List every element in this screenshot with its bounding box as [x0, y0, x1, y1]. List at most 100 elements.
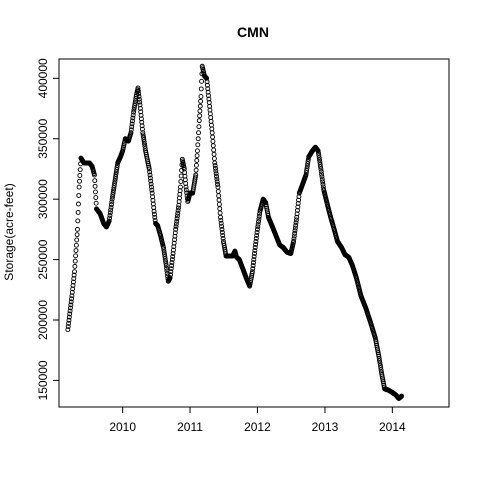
data-point [141, 137, 147, 142]
data-point [114, 167, 120, 173]
data-point [213, 168, 219, 174]
data-point [169, 263, 175, 269]
x-tick-label: 2014 [379, 420, 406, 434]
data-point [73, 242, 79, 248]
data-point [320, 181, 326, 187]
data-point [252, 251, 257, 256]
data-point [132, 100, 138, 106]
data-point [111, 183, 117, 189]
data-point [147, 172, 153, 178]
data-point [253, 235, 259, 241]
y-tick-label: 150000 [36, 360, 50, 400]
data-point [214, 176, 220, 182]
data-point [197, 103, 203, 109]
data-point [112, 180, 118, 186]
data-point [194, 158, 200, 163]
data-point [316, 152, 322, 158]
data-point [204, 79, 210, 85]
data-point [198, 86, 204, 92]
data-point [113, 171, 119, 177]
data-point [296, 194, 302, 200]
data-point [293, 217, 299, 223]
data-point [107, 213, 113, 218]
data-point [173, 224, 179, 230]
data-point [169, 260, 175, 266]
data-point [132, 98, 138, 104]
data-point [130, 115, 136, 121]
data-point [317, 159, 323, 165]
data-point [93, 200, 99, 206]
data-point [378, 367, 384, 373]
data-point [174, 218, 180, 224]
data-point [215, 184, 221, 190]
data-point [148, 178, 154, 184]
data-point [250, 266, 256, 272]
data-point [211, 147, 217, 153]
y-tick-label: 300000 [36, 179, 50, 219]
data-point [204, 75, 210, 81]
data-point [106, 218, 112, 224]
data-point [72, 269, 77, 275]
data-point [92, 189, 98, 195]
data-point [139, 119, 145, 125]
data-point [219, 223, 225, 229]
data-point [66, 314, 72, 320]
data-point [193, 162, 199, 168]
data-point [130, 112, 136, 118]
data-point [110, 192, 116, 198]
data-point [137, 99, 143, 105]
data-point [291, 233, 297, 239]
data-point [210, 143, 216, 149]
data-point [74, 237, 80, 243]
data-point [92, 178, 98, 184]
data-point [114, 164, 120, 170]
data-point [210, 134, 216, 140]
data-point [316, 155, 322, 161]
data-point [162, 254, 168, 260]
data-point [74, 232, 80, 238]
data-point [318, 166, 324, 172]
data-point [70, 286, 76, 292]
data-point [377, 362, 383, 368]
data-point [292, 225, 298, 231]
data-point [303, 170, 309, 176]
data-point [67, 305, 73, 311]
data-point [220, 235, 226, 241]
data-point [131, 109, 137, 115]
data-point [183, 184, 189, 190]
data-point [137, 105, 143, 111]
data-point [113, 174, 119, 179]
data-point [149, 184, 154, 190]
data-point [296, 197, 302, 203]
data-point [211, 151, 217, 157]
data-point [76, 184, 82, 190]
data-point [132, 102, 138, 108]
data-point [70, 279, 76, 285]
data-point [173, 226, 179, 232]
data-point [65, 324, 71, 329]
data-point [316, 150, 321, 156]
data-point [253, 239, 259, 244]
data-point [220, 232, 226, 238]
data-point [250, 263, 256, 269]
data-point [140, 132, 146, 138]
data-point [183, 187, 189, 193]
data-point [295, 201, 301, 206]
data-point [67, 308, 73, 314]
data-point [319, 174, 325, 180]
data-point [65, 327, 71, 333]
data-point [251, 257, 257, 263]
data-point [205, 89, 211, 95]
data-point [376, 353, 382, 359]
data-point [217, 206, 223, 212]
data-point [315, 148, 321, 154]
data-point [73, 253, 79, 259]
data-point [214, 179, 220, 185]
data-point [212, 160, 218, 166]
data-point [75, 210, 81, 215]
data-point [139, 126, 145, 132]
data-point [136, 94, 142, 99]
data-point [376, 356, 382, 361]
y-axis: 150000 200000 250000 300000 350000 400000 [36, 58, 59, 400]
